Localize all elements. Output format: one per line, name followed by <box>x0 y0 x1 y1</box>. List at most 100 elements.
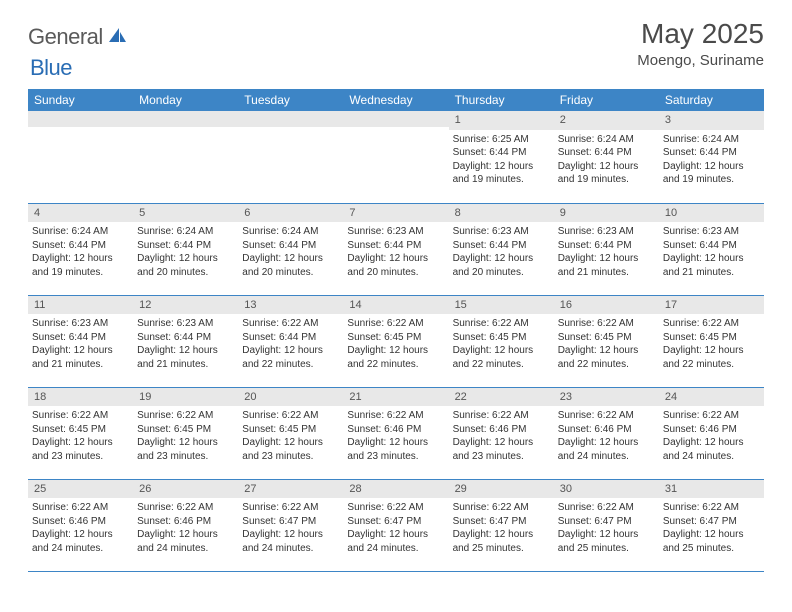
day-detail-line: Sunset: 6:44 PM <box>32 331 129 345</box>
brand-text-general: General <box>28 24 103 50</box>
day-number: 20 <box>238 388 343 407</box>
day-detail-line: Daylight: 12 hours and 19 minutes. <box>453 160 550 187</box>
day-detail-line: Daylight: 12 hours and 21 minutes. <box>137 344 234 371</box>
day-detail-line: Sunrise: 6:23 AM <box>453 225 550 239</box>
day-detail-line: Daylight: 12 hours and 25 minutes. <box>663 528 760 555</box>
day-detail-line: Sunrise: 6:24 AM <box>137 225 234 239</box>
day-detail-line: Sunset: 6:44 PM <box>558 146 655 160</box>
day-detail-line: Daylight: 12 hours and 19 minutes. <box>663 160 760 187</box>
day-detail-line: Sunrise: 6:22 AM <box>453 409 550 423</box>
day-detail-line: Sunrise: 6:22 AM <box>347 409 444 423</box>
day-detail-line: Sunset: 6:45 PM <box>137 423 234 437</box>
day-detail-line: Daylight: 12 hours and 20 minutes. <box>242 252 339 279</box>
day-detail-line: Sunrise: 6:22 AM <box>453 317 550 331</box>
day-detail-line: Sunset: 6:45 PM <box>453 331 550 345</box>
dow-tuesday: Tuesday <box>238 89 343 111</box>
day-detail-line: Sunset: 6:45 PM <box>347 331 444 345</box>
calendar-day-cell: 18Sunrise: 6:22 AMSunset: 6:45 PMDayligh… <box>28 387 133 479</box>
month-year-title: May 2025 <box>637 18 764 50</box>
day-number: 16 <box>554 296 659 315</box>
day-detail-line: Daylight: 12 hours and 23 minutes. <box>453 436 550 463</box>
calendar-day-cell: 16 Sunrise: 6:22 AMSunset: 6:45 PMDayligh… <box>554 295 659 387</box>
brand-logo: General <box>28 24 129 50</box>
day-number: 8 <box>449 204 554 223</box>
day-detail-line: Sunset: 6:44 PM <box>453 239 550 253</box>
day-detail-line: Sunrise: 6:23 AM <box>558 225 655 239</box>
day-number: 26 <box>133 480 238 499</box>
day-detail-line: Sunset: 6:46 PM <box>137 515 234 529</box>
day-detail-line: Sunrise: 6:22 AM <box>242 409 339 423</box>
day-detail-line: Sunrise: 6:22 AM <box>137 501 234 515</box>
day-detail-line: Sunrise: 6:22 AM <box>558 409 655 423</box>
day-detail-line: Sunrise: 6:25 AM <box>453 133 550 147</box>
day-detail-line: Daylight: 12 hours and 24 minutes. <box>137 528 234 555</box>
day-number: 10 <box>659 204 764 223</box>
day-detail-line: Sunset: 6:47 PM <box>242 515 339 529</box>
day-detail-line: Sunrise: 6:22 AM <box>32 501 129 515</box>
day-detail-line: Daylight: 12 hours and 23 minutes. <box>347 436 444 463</box>
day-detail-line: Sunrise: 6:24 AM <box>558 133 655 147</box>
day-detail-line: Sunset: 6:46 PM <box>663 423 760 437</box>
day-detail-line: Sunset: 6:45 PM <box>32 423 129 437</box>
calendar-day-cell: 15 Sunrise: 6:22 AMSunset: 6:45 PMDayligh… <box>449 295 554 387</box>
calendar-day-cell: 19Sunrise: 6:22 AMSunset: 6:45 PMDayligh… <box>133 387 238 479</box>
day-detail-line: Sunrise: 6:24 AM <box>663 133 760 147</box>
day-detail-line: Sunset: 6:44 PM <box>558 239 655 253</box>
calendar-day-cell: 12Sunrise: 6:23 AMSunset: 6:44 PMDayligh… <box>133 295 238 387</box>
day-number: 21 <box>343 388 448 407</box>
day-number: 5 <box>133 204 238 223</box>
day-number: 31 <box>659 480 764 499</box>
day-detail-line: Sunrise: 6:22 AM <box>558 501 655 515</box>
calendar-day-cell: 25 Sunrise: 6:22 AMSunset: 6:46 PMDayligh… <box>28 479 133 571</box>
day-detail-line: Sunset: 6:44 PM <box>663 146 760 160</box>
day-detail-line: Sunrise: 6:22 AM <box>242 317 339 331</box>
dow-saturday: Saturday <box>659 89 764 111</box>
day-detail-line: Sunset: 6:46 PM <box>558 423 655 437</box>
day-detail-line: Sunrise: 6:22 AM <box>558 317 655 331</box>
calendar-week-row: 18Sunrise: 6:22 AMSunset: 6:45 PMDayligh… <box>28 387 764 479</box>
dow-wednesday: Wednesday <box>343 89 448 111</box>
calendar-day-cell: 3 Sunrise: 6:24 AMSunset: 6:44 PMDaylight… <box>659 111 764 203</box>
day-detail-line: Daylight: 12 hours and 22 minutes. <box>347 344 444 371</box>
day-detail-line: Daylight: 12 hours and 22 minutes. <box>663 344 760 371</box>
day-detail-line: Sunrise: 6:22 AM <box>663 409 760 423</box>
day-number: 3 <box>659 111 764 130</box>
day-detail-line: Daylight: 12 hours and 24 minutes. <box>347 528 444 555</box>
calendar-day-cell: 9Sunrise: 6:23 AMSunset: 6:44 PMDaylight… <box>554 203 659 295</box>
day-detail-line: Daylight: 12 hours and 22 minutes. <box>453 344 550 371</box>
calendar-day-cell <box>133 111 238 203</box>
day-number: 15 <box>449 296 554 315</box>
day-detail-line: Sunset: 6:46 PM <box>32 515 129 529</box>
day-detail-line: Sunset: 6:44 PM <box>347 239 444 253</box>
day-detail-line: Sunset: 6:47 PM <box>558 515 655 529</box>
day-number: 18 <box>28 388 133 407</box>
day-number <box>343 111 448 127</box>
day-detail-line: Daylight: 12 hours and 22 minutes. <box>558 344 655 371</box>
day-detail-line: Daylight: 12 hours and 21 minutes. <box>32 344 129 371</box>
day-detail-line: Daylight: 12 hours and 23 minutes. <box>137 436 234 463</box>
calendar-table: Sunday Monday Tuesday Wednesday Thursday… <box>28 89 764 572</box>
title-block: May 2025 Moengo, Suriname <box>637 18 764 69</box>
day-detail-line: Daylight: 12 hours and 19 minutes. <box>558 160 655 187</box>
day-detail-line: Daylight: 12 hours and 24 minutes. <box>558 436 655 463</box>
calendar-page: General May 2025 Moengo, Suriname Blue S… <box>0 0 792 582</box>
day-detail-line: Daylight: 12 hours and 24 minutes. <box>32 528 129 555</box>
day-detail-line: Sunset: 6:45 PM <box>558 331 655 345</box>
day-number: 9 <box>554 204 659 223</box>
calendar-day-cell: 29Sunrise: 6:22 AMSunset: 6:47 PMDayligh… <box>449 479 554 571</box>
day-number: 22 <box>449 388 554 407</box>
day-detail-line: Sunrise: 6:22 AM <box>347 317 444 331</box>
day-detail-line: Sunset: 6:44 PM <box>137 239 234 253</box>
calendar-day-cell: 31Sunrise: 6:22 AMSunset: 6:47 PMDayligh… <box>659 479 764 571</box>
day-detail-line: Daylight: 12 hours and 24 minutes. <box>663 436 760 463</box>
dow-thursday: Thursday <box>449 89 554 111</box>
day-detail-line: Daylight: 12 hours and 24 minutes. <box>242 528 339 555</box>
day-detail-line: Sunset: 6:47 PM <box>663 515 760 529</box>
day-detail-line: Daylight: 12 hours and 23 minutes. <box>32 436 129 463</box>
day-detail-line: Sunset: 6:44 PM <box>453 146 550 160</box>
day-number: 25 <box>28 480 133 499</box>
day-number: 6 <box>238 204 343 223</box>
day-detail-line: Sunset: 6:44 PM <box>242 331 339 345</box>
calendar-day-cell: 13Sunrise: 6:22 AMSunset: 6:44 PMDayligh… <box>238 295 343 387</box>
day-detail-line: Daylight: 12 hours and 22 minutes. <box>242 344 339 371</box>
